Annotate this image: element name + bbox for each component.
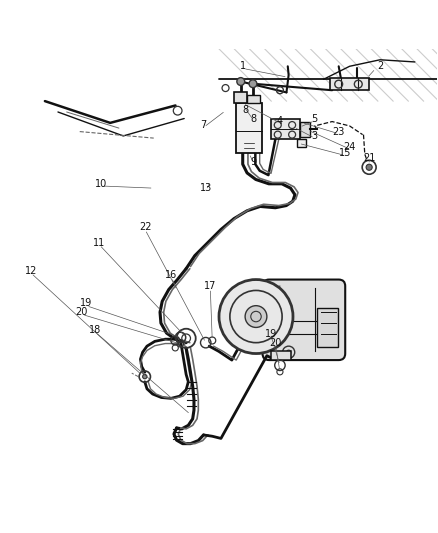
Text: 24: 24 — [343, 142, 356, 152]
Circle shape — [286, 350, 291, 354]
Text: 10: 10 — [95, 179, 108, 189]
FancyBboxPatch shape — [262, 279, 345, 360]
Text: 7: 7 — [201, 120, 207, 130]
Circle shape — [237, 78, 245, 85]
Text: 15: 15 — [339, 148, 351, 158]
Bar — [271, 119, 300, 139]
Text: 12: 12 — [25, 266, 37, 276]
Text: 3: 3 — [312, 131, 318, 141]
Circle shape — [245, 305, 267, 327]
Text: 21: 21 — [363, 152, 375, 163]
Text: 2: 2 — [377, 61, 383, 71]
Bar — [297, 139, 306, 147]
Circle shape — [219, 279, 293, 353]
Text: 1: 1 — [240, 61, 246, 71]
Bar — [237, 103, 261, 154]
Bar — [300, 122, 311, 137]
Text: 18: 18 — [89, 325, 101, 335]
Text: 11: 11 — [93, 238, 106, 247]
Text: 19: 19 — [80, 298, 92, 309]
Bar — [234, 92, 247, 103]
Text: 13: 13 — [200, 183, 212, 193]
Text: 16: 16 — [165, 270, 177, 280]
Text: 5: 5 — [311, 114, 318, 124]
Text: 20: 20 — [269, 338, 282, 348]
Text: 22: 22 — [139, 222, 151, 232]
Text: 20: 20 — [76, 307, 88, 317]
Circle shape — [366, 164, 372, 171]
Text: 17: 17 — [204, 281, 216, 291]
Bar — [247, 94, 260, 103]
Text: 4: 4 — [277, 116, 283, 126]
Text: 8: 8 — [251, 114, 257, 124]
Text: 19: 19 — [265, 329, 277, 339]
Bar — [330, 78, 369, 90]
Text: 23: 23 — [332, 126, 345, 136]
Circle shape — [143, 375, 147, 379]
Circle shape — [249, 80, 257, 87]
Text: 9: 9 — [251, 157, 257, 167]
Bar — [317, 308, 338, 347]
Bar — [271, 351, 291, 360]
Text: 8: 8 — [242, 105, 248, 115]
